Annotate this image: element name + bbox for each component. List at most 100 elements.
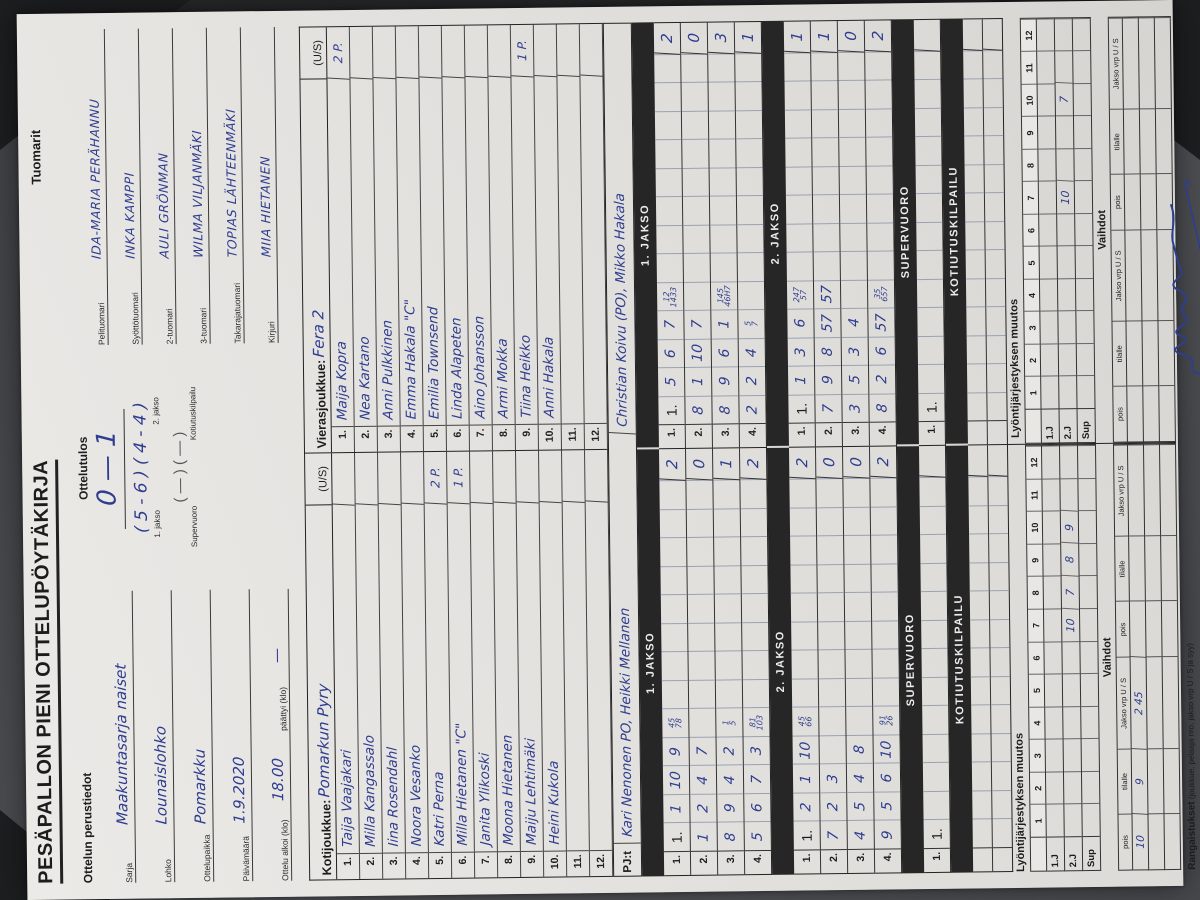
grid-cell: 1: [792, 763, 820, 793]
grid-cell: [682, 138, 709, 168]
field-value: —: [267, 647, 286, 664]
vaihdot-cell: [1148, 812, 1165, 870]
grid-cell: 3: [841, 336, 868, 366]
score-cells: 8 1 10 7: [681, 53, 712, 424]
home-team-label: Kotijoukkue:: [319, 799, 335, 876]
field-label: Ottelupaikka: [201, 834, 213, 882]
grid-cell: 81 103: [743, 707, 770, 737]
player-name: [586, 501, 612, 850]
field-label: Ottelu alkoi (klo): [279, 819, 291, 881]
player-us-note: [464, 24, 488, 79]
cell-value: 10: [667, 770, 685, 790]
grid-cell: [791, 649, 818, 679]
vaihdot-cell: [1147, 748, 1164, 814]
grid-cell: [686, 479, 713, 509]
cell-value: 2: [798, 802, 815, 813]
player-name: Emilia Townsend: [425, 306, 443, 420]
grid-cell: [742, 678, 770, 708]
grid-cell: [686, 508, 714, 538]
lyonti-cell: [1075, 212, 1093, 246]
lyonti-cell: [1077, 445, 1096, 478]
grid-cell: [966, 334, 986, 364]
cell-value: 7: [689, 319, 706, 330]
cell-value: 1: [690, 376, 707, 387]
grid-cell: [963, 107, 984, 136]
lyonti-cell: [1075, 277, 1094, 311]
referee-row: Pelituomari IDA-MARIA PERÄHANNU: [70, 29, 109, 346]
referee-row: 2-tuomari AULI GRÖNMAN: [138, 28, 177, 345]
score-cells: 1.: [919, 476, 950, 849]
grid-cell: [844, 534, 871, 564]
lyonti-cell: [1038, 148, 1056, 182]
grid-cell: 3: [787, 336, 814, 366]
grid-cell: [817, 563, 844, 593]
cell-value: 8: [851, 744, 868, 755]
player-number: 3.: [377, 425, 401, 452]
player-number: 12.: [589, 849, 613, 877]
grid-cell: 4: [738, 337, 765, 367]
referee-role: Pelituomari: [96, 302, 107, 346]
referee-row: Syöttötuomari INKA KAMPPI: [104, 28, 143, 345]
score-cells: 1. 1 3 6 247 57: [784, 52, 815, 423]
lyonti-col-header: 1: [1025, 376, 1041, 409]
grid-cell: [984, 163, 1004, 193]
score-cells: 5 6 7 3 81 103: [740, 479, 771, 851]
grid-cell: 1.: [658, 395, 685, 425]
player-us-note: 2 P.: [424, 451, 447, 505]
player-number: 7.: [469, 424, 492, 451]
lyonti-cell: [1081, 770, 1100, 804]
grid-cell: [681, 82, 708, 111]
vaihdot-cell: [1124, 173, 1141, 230]
lyonti-cell: [1074, 180, 1093, 214]
grid-cell: [784, 52, 811, 82]
grid-cell: [985, 220, 1005, 250]
vaihdot-cell: [1154, 17, 1171, 109]
extra-scores: ( — ) ( — ): [170, 431, 189, 503]
field-label: Päivämäärä: [240, 835, 252, 882]
grid-cell: [839, 193, 867, 223]
runs-scored: 2: [864, 19, 892, 53]
grid-cell: 2: [793, 792, 820, 822]
referee-name: INKA KAMPPI: [121, 171, 138, 260]
grid-cell: [972, 790, 992, 819]
grid-cell: 8: [712, 394, 739, 424]
grid-cell: 1.: [793, 820, 820, 850]
cell-value: 6: [662, 348, 679, 359]
grid-cell: [790, 535, 817, 565]
grid-cell: [654, 82, 681, 112]
cell-value: 4: [851, 773, 869, 783]
grid-cell: [715, 622, 742, 651]
vaihdot-cell: [1164, 812, 1181, 870]
vaihdot-col-header: Jakso vrp U / S: [1116, 657, 1131, 749]
grid-cell: [916, 221, 943, 251]
vaihdot-col-header: tilalle: [1115, 536, 1129, 601]
score-row: 1. 1.: [913, 19, 945, 446]
lyonti-cell: [1040, 343, 1059, 377]
lyonti-row-label: Sup: [1077, 407, 1095, 443]
grid-cell: 10: [662, 765, 690, 795]
grid-cell: [838, 108, 866, 138]
grid-cell: [971, 733, 991, 762]
lyonti-col-header: 12: [1020, 18, 1037, 52]
grid-cell: [736, 166, 763, 196]
vaihdot-col-header: Jakso vrp U / S: [1108, 17, 1123, 110]
lyonti-col-header: 2: [1029, 771, 1046, 805]
grid-cell: [872, 677, 900, 707]
grid-cell: [660, 537, 687, 566]
runs-scored: [967, 444, 988, 477]
lyonti-corner: [1030, 836, 1047, 871]
runs-scored: 2: [869, 445, 897, 479]
grid-cell: 6: [657, 338, 684, 368]
lyonti-cell: [1059, 445, 1078, 479]
grid-cell: [966, 306, 986, 336]
cell-value: 2: [695, 803, 712, 814]
vaihdot-cell: [1145, 600, 1162, 657]
basic-info-heading: Ottelun perustiedot: [79, 772, 96, 884]
player-name: Linda Alapeten: [448, 317, 466, 420]
grid-cell: [985, 277, 1006, 307]
lyonti-cell: [1037, 50, 1055, 84]
grid-cell: [866, 136, 893, 166]
cell-value: 1: [695, 832, 712, 842]
cell-value: 7: [748, 774, 766, 785]
referee-role: 3-tuomari: [198, 307, 209, 344]
